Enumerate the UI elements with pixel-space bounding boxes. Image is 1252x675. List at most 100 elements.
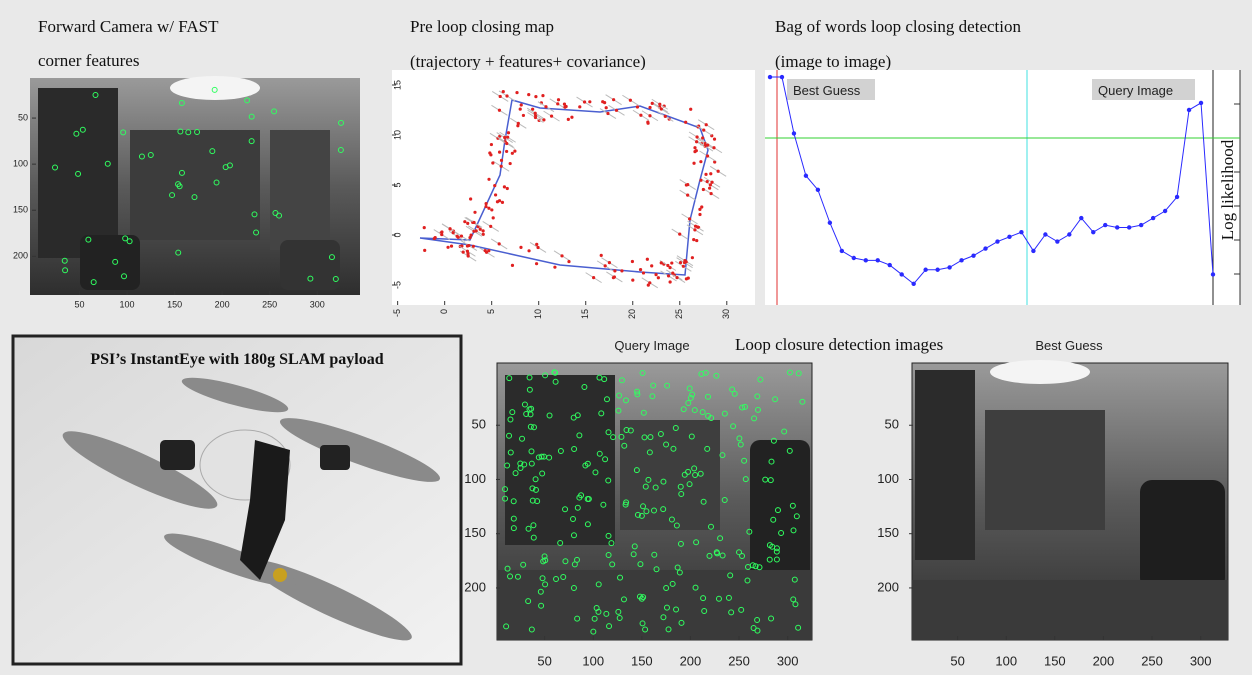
likelihood-point [780, 75, 784, 79]
likelihood-point [1199, 101, 1203, 105]
feature [660, 107, 663, 110]
panel-title: Forward Camera w/ FAST [38, 17, 219, 36]
feature [487, 178, 490, 181]
likelihood-point [995, 239, 999, 243]
feature [498, 242, 501, 245]
x-tick-label: 100 [120, 299, 135, 309]
feature [473, 211, 476, 214]
feature [646, 120, 649, 123]
feature [588, 100, 591, 103]
feature [693, 150, 696, 153]
likelihood-point [1043, 232, 1047, 236]
feature [687, 277, 690, 280]
y-tick-label: 5 [392, 182, 402, 187]
feature [708, 187, 711, 190]
x-tick-label: 10 [533, 309, 543, 319]
feature [535, 262, 538, 265]
feature [466, 252, 469, 255]
feature [700, 205, 703, 208]
feature [704, 173, 707, 176]
feature [511, 264, 514, 267]
feature [710, 192, 713, 195]
feature [689, 108, 692, 111]
feature [513, 150, 516, 153]
feature [702, 129, 705, 132]
likelihood-point [828, 221, 832, 225]
feature [489, 225, 492, 228]
feature [642, 271, 645, 274]
feature [434, 236, 437, 239]
feature [706, 154, 709, 157]
feature [717, 170, 720, 173]
feature [631, 279, 634, 282]
feature [695, 140, 698, 143]
x-tick-label: 200 [680, 653, 702, 668]
feature [603, 101, 606, 104]
likelihood-point [1151, 216, 1155, 220]
y-tick-label: -5 [392, 281, 402, 289]
feature [484, 205, 487, 208]
likelihood-point [947, 265, 951, 269]
y-tick-label: 200 [464, 579, 486, 594]
feature [671, 271, 674, 274]
feature [493, 184, 496, 187]
likelihood-point [1091, 230, 1095, 234]
likelihood-point [804, 174, 808, 178]
feature [498, 199, 501, 202]
feature [651, 102, 654, 105]
feature [500, 165, 503, 168]
feature [500, 159, 503, 162]
feature [608, 261, 611, 264]
likelihood-point [1163, 209, 1167, 213]
x-tick-label: 50 [537, 653, 551, 668]
feature [423, 226, 426, 229]
x-tick-label: 200 [215, 299, 230, 309]
image-label: Query Image [614, 338, 689, 353]
feature [604, 264, 607, 267]
feature [466, 244, 469, 247]
feature [646, 258, 649, 261]
x-tick-label: 300 [310, 299, 325, 309]
feature [620, 269, 623, 272]
feature [670, 261, 673, 264]
likelihood-point [768, 75, 772, 79]
feature [675, 276, 678, 279]
feature [710, 181, 713, 184]
x-tick-label: 250 [1141, 653, 1163, 668]
feature [490, 208, 493, 211]
likelihood-point [876, 258, 880, 262]
x-tick-label: 300 [1190, 653, 1212, 668]
feature [472, 245, 475, 248]
feature [692, 162, 695, 165]
y-tick-label: 50 [18, 112, 28, 122]
x-tick-label: 200 [1093, 653, 1115, 668]
feature [701, 136, 704, 139]
feature [693, 228, 696, 231]
x-tick-label: 150 [1044, 653, 1066, 668]
feature [706, 180, 709, 183]
feature [699, 160, 702, 163]
feature [506, 187, 509, 190]
feature [527, 249, 530, 252]
feature [583, 100, 586, 103]
y-tick-label: 150 [464, 525, 486, 540]
feature [660, 261, 663, 264]
feature [440, 233, 443, 236]
feature [565, 105, 568, 108]
feature [450, 245, 453, 248]
feature [487, 207, 490, 210]
feature [507, 131, 510, 134]
x-tick-label: 0 [439, 309, 449, 314]
likelihood-point [816, 188, 820, 192]
feature [556, 102, 559, 105]
feature [466, 222, 469, 225]
feature [484, 249, 487, 252]
feature [479, 228, 482, 231]
feature [648, 106, 651, 109]
feature [505, 142, 508, 145]
feature [699, 179, 702, 182]
feature [489, 153, 492, 156]
feature [613, 275, 616, 278]
feature [615, 109, 618, 112]
feature [503, 185, 506, 188]
